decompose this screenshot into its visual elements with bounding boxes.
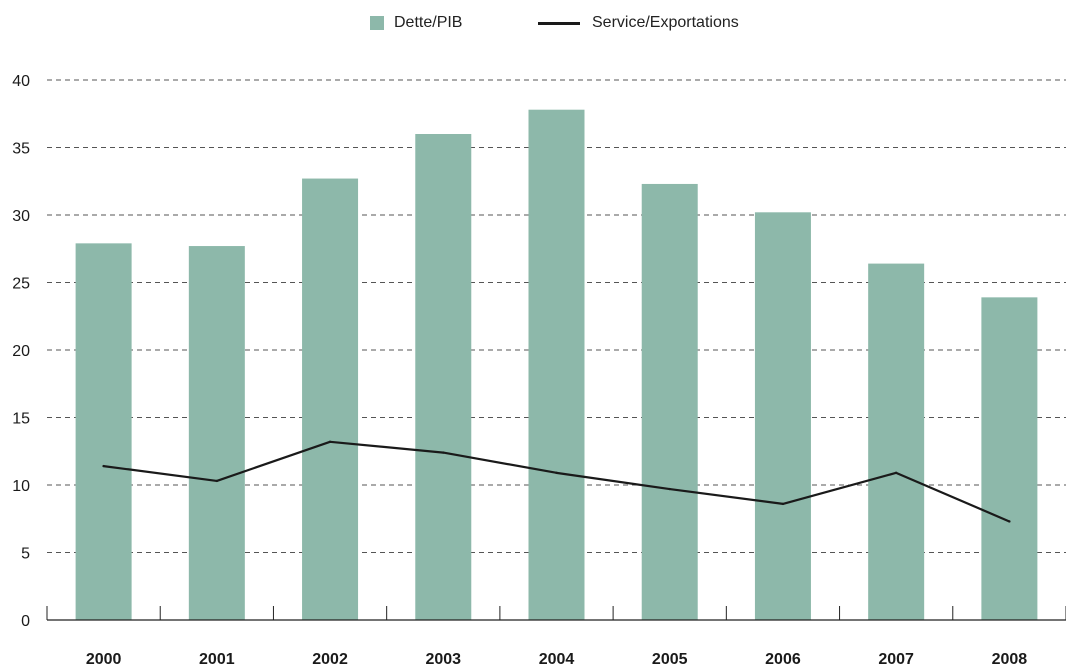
bar	[528, 109, 585, 620]
chart-legend: Dette/PIB Service/Exportations	[0, 14, 1066, 36]
line-point	[1008, 520, 1011, 523]
y-tick-label: 20	[12, 343, 30, 360]
legend-label-service-exportations: Service/Exportations	[592, 14, 739, 31]
legend-item-service-exportations: Service/Exportations	[538, 14, 739, 32]
x-tick-label: 2003	[425, 651, 461, 668]
y-tick-label: 10	[12, 478, 30, 495]
line-point	[894, 471, 898, 475]
legend-swatch-dette-pib	[370, 16, 384, 30]
y-tick-label: 30	[12, 208, 30, 225]
x-tick-label: 2006	[765, 651, 801, 668]
x-tick-label: 2007	[878, 651, 914, 668]
bar	[415, 134, 472, 620]
line-point	[442, 451, 445, 454]
y-tick-label: 40	[12, 73, 30, 90]
x-tick-label: 2008	[992, 651, 1028, 668]
bar	[754, 212, 811, 621]
x-tick-label: 2004	[539, 651, 575, 668]
y-tick-label: 25	[12, 276, 30, 293]
line-point	[215, 479, 219, 483]
bar	[75, 243, 132, 620]
legend-item-dette-pib: Dette/PIB	[370, 14, 462, 32]
legend-label-dette-pib: Dette/PIB	[394, 14, 463, 31]
line-point	[102, 464, 105, 468]
line-point	[328, 440, 332, 443]
legend-line-service-exportations	[538, 21, 580, 25]
bar	[868, 263, 925, 620]
y-tick-label: 35	[12, 141, 30, 158]
x-tick-label: 2005	[652, 651, 688, 668]
x-tick-label: 2002	[312, 651, 348, 668]
bar	[188, 246, 245, 621]
bar	[981, 297, 1038, 620]
y-tick-label: 0	[21, 613, 30, 630]
y-tick-label: 5	[21, 546, 30, 563]
bar	[641, 183, 698, 620]
y-tick-label: 15	[12, 411, 30, 428]
line-point	[668, 487, 671, 491]
x-tick-label: 2001	[199, 651, 235, 668]
line-point	[555, 471, 558, 475]
x-tick-label: 2000	[86, 651, 122, 668]
bar	[302, 178, 359, 621]
line-point	[781, 502, 785, 506]
